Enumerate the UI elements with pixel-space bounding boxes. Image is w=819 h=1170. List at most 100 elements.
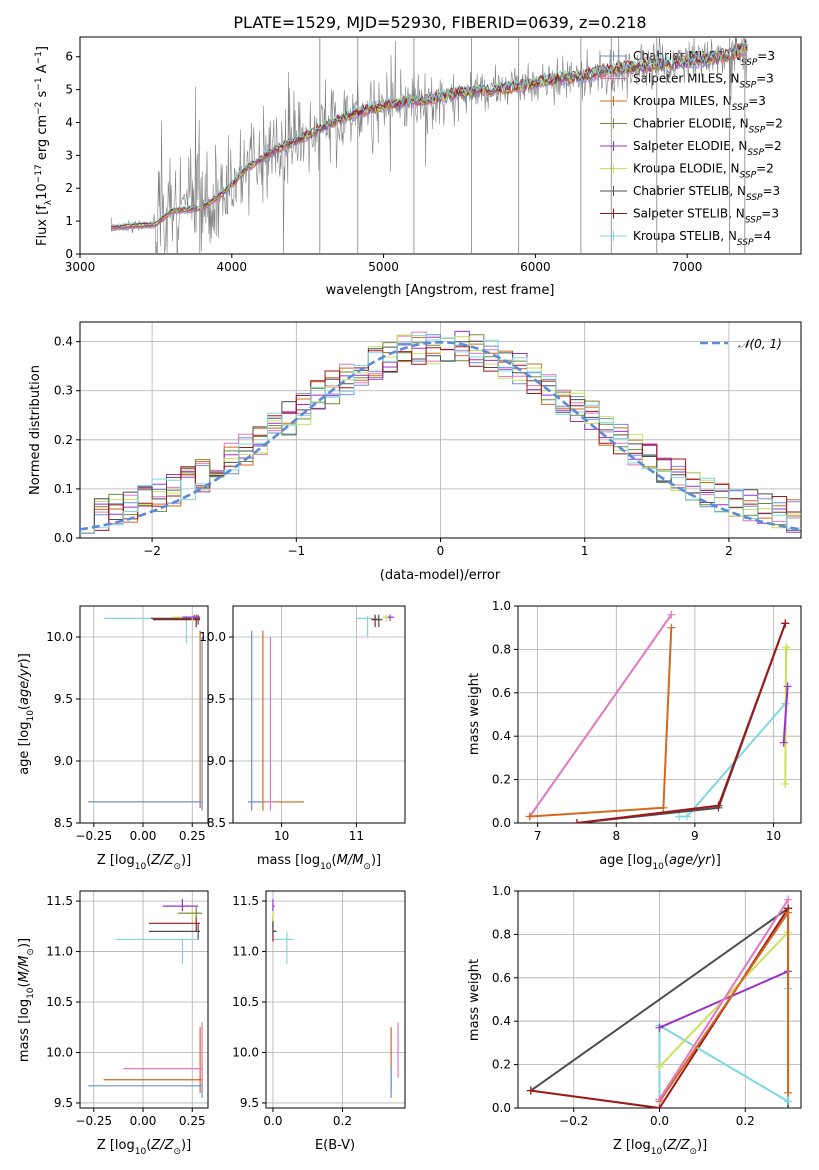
mass-z-xlabel: Z [log10(Z/Z⊙)] xyxy=(97,1138,191,1157)
residuals-ytick-label: 0.0 xyxy=(54,531,73,545)
weight_vs_age-frame xyxy=(517,605,802,824)
mass_vs_EBV-ytick-label: 9.5 xyxy=(240,1096,259,1110)
spectrum-legend-entry: Salpeter MILES, NSSP=3 xyxy=(633,72,774,91)
residuals-xtick-label: 1 xyxy=(581,544,589,558)
weight_vs_Z-axes: −0.2 0.0 0.2 0.0 0.2 0.4 0.6 0.8 1.0 Z [log10(Z/Z… xyxy=(467,884,802,1157)
spectrum-xtick-label: 4000 xyxy=(217,260,248,274)
residuals-xtick-label: 2 xyxy=(725,544,733,558)
mass_vs_Z-ytick-label: 9.5 xyxy=(54,1096,73,1110)
weight-age-point xyxy=(572,819,581,823)
weight_vs_age-ytick-label: 0.4 xyxy=(492,729,511,743)
weight-z-point xyxy=(784,895,793,904)
mass_vs_Z-ytick-label: 11.5 xyxy=(46,894,73,908)
weight-age-point xyxy=(683,812,692,821)
mass-ebv-xlabel: E(B-V) xyxy=(315,1138,355,1153)
weight-age-xlabel: age [log10(age/yr)] xyxy=(599,853,721,872)
mass_vs_EBV-frame xyxy=(265,890,406,1109)
age_vs_Z-ytick-label: 9.0 xyxy=(54,754,73,768)
spectrum-ytick-label: 5 xyxy=(65,83,73,97)
age_vs_Z-plot-area xyxy=(87,614,203,811)
weight_vs_age-xtick-label: 7 xyxy=(534,829,542,843)
weight-age-line-chabrier-stelib xyxy=(576,623,787,823)
age_vs_Z-xtick-label: 0.00 xyxy=(130,829,157,843)
residuals-ytick-label: 0.3 xyxy=(54,384,73,398)
weight-z-ylabel: mass weight xyxy=(467,959,482,1041)
weight-z-point xyxy=(784,1097,793,1106)
mass_vs_Z-xtick-label: −0.25 xyxy=(75,1114,112,1128)
weight-age-point xyxy=(782,643,791,652)
mass_vs_EBV-axes: 0.0 0.2 9.5 10.0 10.5 11.0 11.5 E(B-V) xyxy=(232,890,406,1153)
residuals-frame xyxy=(79,321,802,539)
age_vs_mass-axes: 10 11 8.5 9.0 9.5 10.0 mass [log10(M/M⊙)] xyxy=(199,605,406,872)
residuals-plot-area xyxy=(80,330,801,534)
age_vs_Z-ytick-label: 8.5 xyxy=(54,816,73,830)
age_vs_mass-frame xyxy=(232,605,406,824)
weight-age-line-salpeter-elodie xyxy=(782,686,789,743)
weight_vs_Z-ytick-label: 0.0 xyxy=(492,1101,511,1115)
weight-age-point xyxy=(667,623,676,632)
residuals-xlabel: (data-model)/error xyxy=(380,568,501,583)
weight-z-line-kroupa-miles xyxy=(658,909,790,1103)
spectrum-plot-area xyxy=(110,37,748,254)
spectrum-ytick-label: 2 xyxy=(65,181,73,195)
weight-age-point xyxy=(659,803,668,812)
spectrum-xtick-label: 7000 xyxy=(672,260,703,274)
residuals-xtick-label: 0 xyxy=(437,544,445,558)
spectrum-axes: 3000 4000 5000 6000 7000 0 1 2 3 4 5 6 wavelength [A… xyxy=(34,36,802,298)
spectrum-xtick-label: 5000 xyxy=(368,260,399,274)
weight_vs_age-xtick-label: 9 xyxy=(691,829,699,843)
weight-age-line-kroupa-miles xyxy=(529,627,673,818)
residuals-hist-chabrier-stelib xyxy=(80,340,801,534)
residuals-xtick-label: −1 xyxy=(287,544,305,558)
weight_vs_Z-ytick-label: 0.4 xyxy=(492,1014,511,1028)
age_vs_Z-xtick-label: −0.25 xyxy=(75,829,112,843)
weight-z-point xyxy=(526,1086,535,1095)
weight-z-line-salpeter-miles xyxy=(658,899,789,1100)
weight-age-point xyxy=(675,812,684,821)
mass-z-ylabel: mass [log10(M/M⊙)] xyxy=(17,938,36,1062)
mass_vs_EBV-ytick-label: 11.5 xyxy=(232,894,259,908)
spectrum-ytick-label: 6 xyxy=(65,50,73,64)
weight_vs_age-plot-area xyxy=(525,610,792,823)
mass_vs_Z-plot-area xyxy=(87,899,203,1098)
age_vs_mass-ytick-label: 9.5 xyxy=(207,692,226,706)
weight-age-line-salpeter-stelib xyxy=(576,623,787,823)
spectrum-model-kroupa-stelib xyxy=(110,39,748,227)
spectrum-data-line xyxy=(110,37,748,254)
age_vs_Z-axes: −0.25 0.00 0.25 8.5 9.0 9.5 10.0 Z [log10(Z/Z⊙)… xyxy=(17,605,209,872)
weight_vs_age-ytick-label: 0.8 xyxy=(492,642,511,656)
weight_vs_age-xtick-label: 10 xyxy=(766,829,781,843)
weight_vs_age-ytick-label: 1.0 xyxy=(492,599,511,613)
weight_vs_Z-ytick-label: 0.2 xyxy=(492,1058,511,1072)
weight-age-point xyxy=(783,682,792,691)
residuals-ylabel: Normed distribution xyxy=(28,365,43,495)
age-z-ylabel: age [log10(age/yr)] xyxy=(17,653,36,775)
age_vs_mass-xtick-label: 10 xyxy=(274,829,289,843)
residuals-normal-curve xyxy=(80,340,801,531)
spectrum-ytick-label: 1 xyxy=(65,214,73,228)
weight_vs_Z-plot-area xyxy=(526,895,793,1108)
age_vs_mass-ytick-label: 8.5 xyxy=(207,816,226,830)
mass_vs_Z-ytick-label: 10.5 xyxy=(46,995,73,1009)
weight_vs_age-ytick-label: 0.2 xyxy=(492,773,511,787)
weight-z-point xyxy=(784,1088,793,1097)
weight-age-ylabel: mass weight xyxy=(467,673,482,755)
weight-z-xlabel: Z [log10(Z/Z⊙)] xyxy=(613,1138,707,1157)
weight_vs_Z-xtick-label: −0.2 xyxy=(559,1114,588,1128)
spectrum-legend-entry: Chabrier ELODIE, NSSP=2 xyxy=(633,117,783,136)
spectrum-frame xyxy=(79,36,802,255)
weight-age-point xyxy=(525,812,534,821)
weight-z-point xyxy=(655,1062,664,1071)
spectrum-legend-entry: Salpeter ELODIE, NSSP=2 xyxy=(633,139,782,158)
residuals-legend-label: 𝒩(0, 1) xyxy=(738,337,782,351)
age_vs_Z-ytick-label: 10.0 xyxy=(46,630,73,644)
weight_vs_age-xtick-label: 8 xyxy=(612,829,620,843)
mass_vs_Z-ytick-label: 10.0 xyxy=(46,1045,73,1059)
residuals-ytick-label: 0.4 xyxy=(54,335,73,349)
weight-z-point xyxy=(655,1023,664,1032)
spectrum-legend-entry: Kroupa STELIB, NSSP=4 xyxy=(633,229,771,248)
mass_vs_Z-xtick-label: 0.25 xyxy=(179,1114,206,1128)
age_vs_mass-ytick-label: 10.0 xyxy=(199,630,226,644)
spectrum-legend-entry: Chabrier STELIB, NSSP=3 xyxy=(633,184,780,203)
mass_vs_Z-axes: −0.25 0.00 0.25 9.5 10.0 10.5 11.0 11.5 Z [log10… xyxy=(17,890,209,1157)
